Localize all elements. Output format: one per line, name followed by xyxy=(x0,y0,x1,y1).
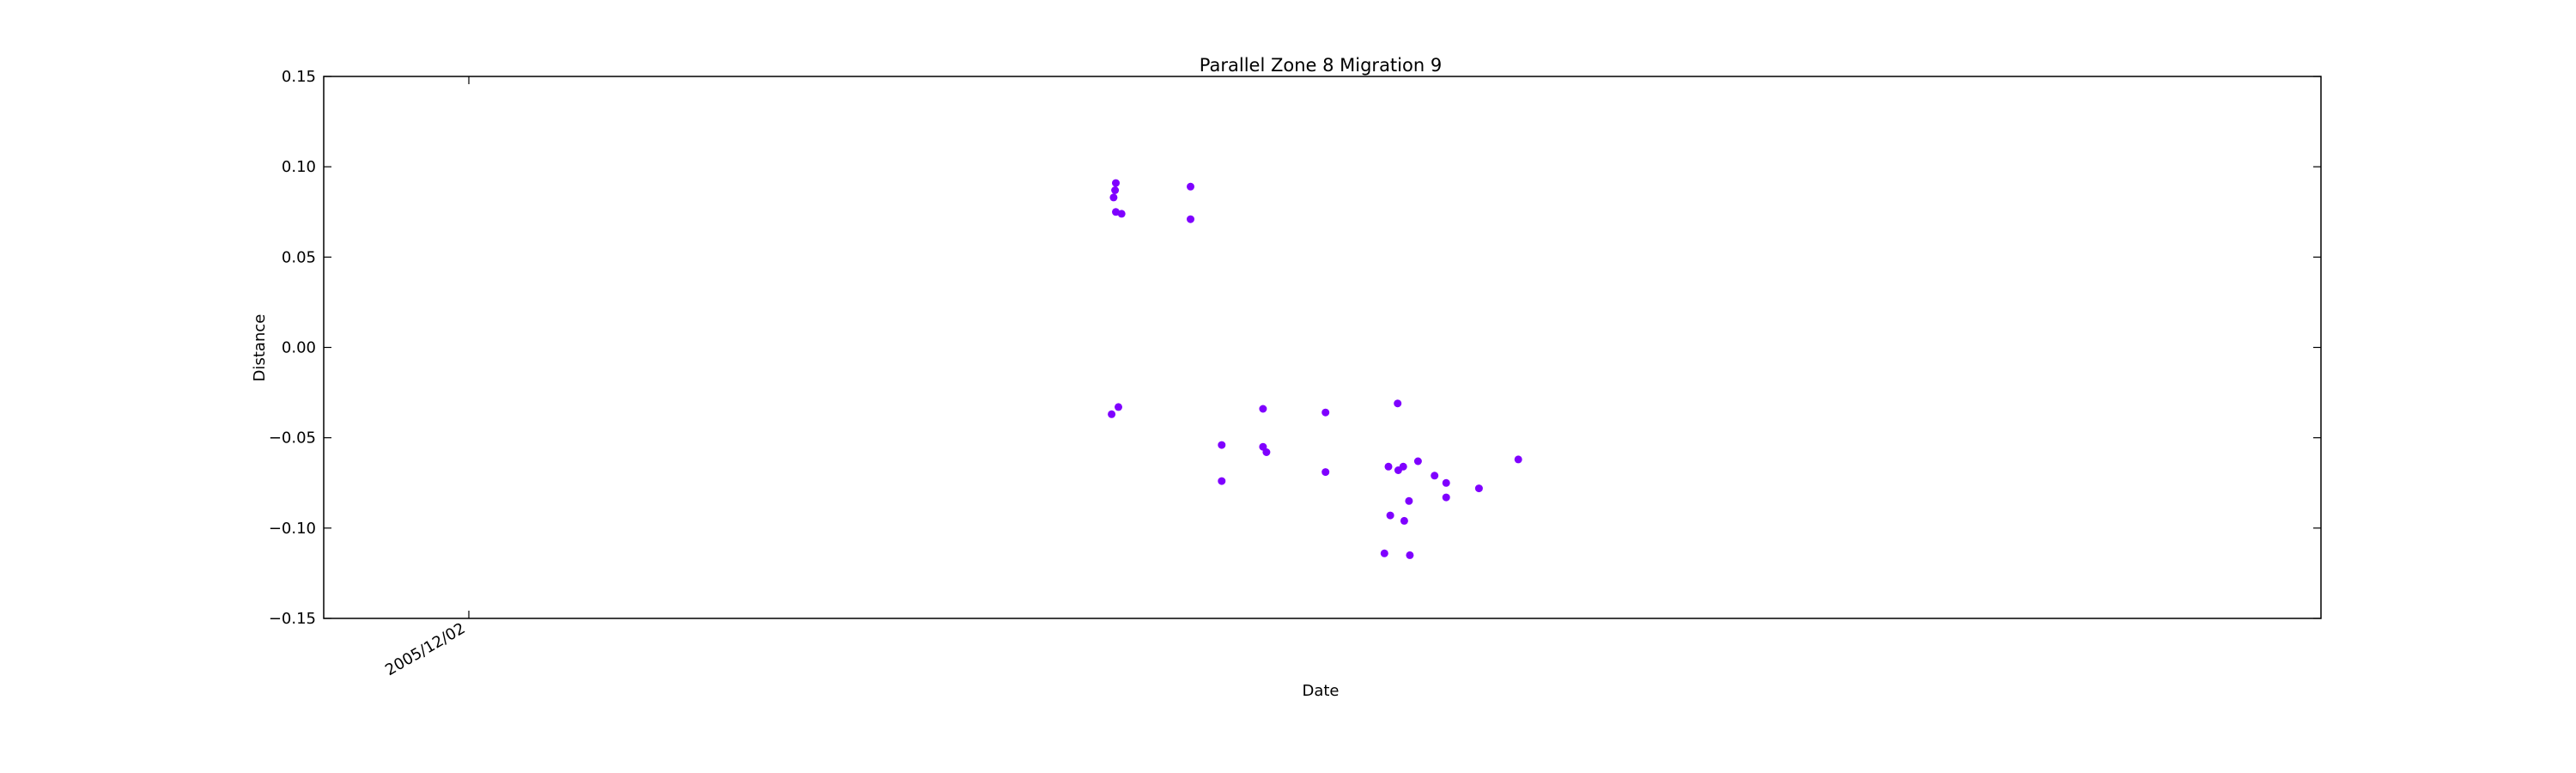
data-point xyxy=(1321,468,1330,477)
data-point xyxy=(1405,496,1413,505)
data-point xyxy=(1117,210,1126,218)
data-point xyxy=(1262,448,1271,456)
data-point xyxy=(1259,405,1267,413)
x-axis-label: Date xyxy=(1302,682,1339,700)
data-point xyxy=(1112,179,1120,187)
y-tick-label: −0.10 xyxy=(269,520,316,538)
data-point xyxy=(1115,403,1122,411)
y-axis-ticks: 0.15 0.10 0.05 0.00 −0.05 −0.10 −0.15 xyxy=(269,68,2321,628)
y-tick-label: 0.00 xyxy=(282,339,316,357)
data-point xyxy=(1218,441,1226,449)
chart-title: Parallel Zone 8 Migration 9 xyxy=(1200,55,1442,76)
data-point xyxy=(1187,182,1194,191)
data-point xyxy=(1514,455,1522,464)
data-point xyxy=(1187,215,1194,223)
data-point xyxy=(1442,493,1450,502)
y-tick-label: 0.10 xyxy=(282,158,316,176)
data-point xyxy=(1400,516,1408,525)
data-point xyxy=(1399,462,1407,471)
data-point xyxy=(1111,186,1120,194)
y-tick-label: 0.15 xyxy=(282,68,316,86)
data-point xyxy=(1218,477,1226,485)
data-point xyxy=(1431,472,1439,480)
data-point xyxy=(1394,399,1402,408)
y-tick-label: 0.05 xyxy=(282,248,316,266)
data-point xyxy=(1384,462,1393,471)
data-point xyxy=(1109,193,1118,202)
data-point xyxy=(1386,511,1394,520)
data-points xyxy=(1108,179,1522,559)
data-point xyxy=(1442,478,1450,487)
y-tick-label: −0.15 xyxy=(269,610,316,628)
plot-area xyxy=(323,76,2322,619)
data-point xyxy=(1380,549,1388,557)
y-axis-label: Distance xyxy=(251,314,269,382)
data-point xyxy=(1413,457,1422,466)
data-point xyxy=(1406,551,1414,559)
x-tick-label: 2005/12/02 xyxy=(382,619,468,679)
data-point xyxy=(1108,410,1116,418)
data-point xyxy=(1321,408,1330,417)
y-tick-label: −0.05 xyxy=(269,429,316,447)
data-point xyxy=(1474,484,1483,493)
